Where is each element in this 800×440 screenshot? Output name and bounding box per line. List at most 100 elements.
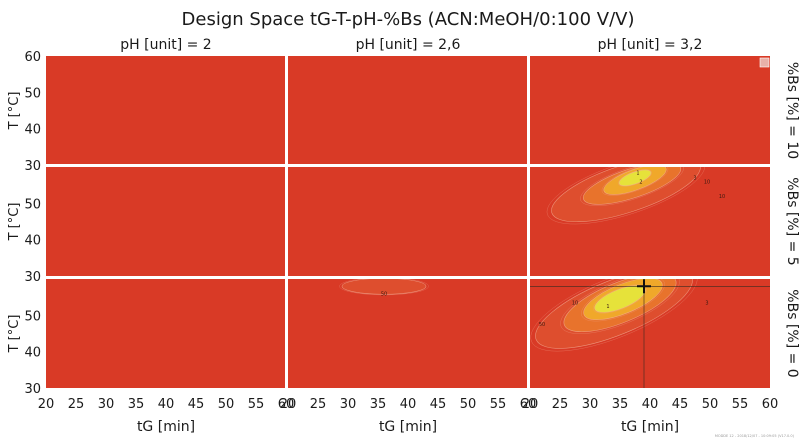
column-label-ph-3-2: pH [unit] = 3,2: [598, 37, 703, 53]
footer-text: MODDE 12 - 2018/12/07 - 10:09:05 (V17.0.…: [715, 434, 795, 438]
panel-background: [530, 56, 770, 165]
contour-ring: [617, 169, 653, 187]
contour-label: 10: [704, 179, 710, 185]
x-tick-label: 45: [188, 397, 205, 412]
x-axis-label: tG [min]: [621, 419, 679, 435]
x-tick-label: 25: [310, 397, 327, 412]
panel-r0-c1: [288, 56, 528, 165]
y-tick-label: 40: [24, 346, 41, 361]
panel-background: [46, 56, 286, 165]
x-axis-label: tG [min]: [137, 419, 195, 435]
design-point-marker: [530, 279, 770, 388]
y-tick-label: 40: [24, 234, 41, 249]
contour-ring: [601, 167, 669, 196]
panel-background: [46, 279, 286, 388]
column-label-ph-2-6: pH [unit] = 2,6: [356, 37, 461, 53]
x-tick-label: 30: [98, 397, 115, 412]
y-axis-label: T [°C]: [7, 92, 22, 131]
contour-ring: [580, 167, 684, 206]
contour-ring: [546, 167, 706, 225]
x-tick-label: 55: [490, 397, 507, 412]
contour-label: 1: [606, 304, 609, 310]
contour-level-1: [618, 169, 652, 187]
x-tick-label: 20: [280, 397, 297, 412]
contour-region-1: 50: [339, 279, 429, 297]
x-tick-label: 35: [128, 397, 145, 412]
x-tick-label: 20: [522, 397, 539, 412]
contour-label: 10: [572, 300, 578, 306]
y-tick-label: 50: [24, 86, 41, 101]
panel-r2-c1: [288, 279, 528, 388]
panel-separator: [46, 164, 770, 167]
x-tick-label: 50: [460, 397, 477, 412]
contour-ring: [530, 279, 698, 352]
x-tick-label: 35: [370, 397, 387, 412]
x-tick-label: 60: [762, 397, 779, 412]
x-tick-label: 45: [430, 397, 447, 412]
x-tick-label: 25: [552, 397, 569, 412]
panel-corner-icon: [759, 57, 770, 68]
panel-background: [46, 167, 286, 276]
x-tick-label: 40: [158, 397, 175, 412]
contour-label: 10: [719, 194, 725, 200]
y-tick-label: 30: [24, 159, 41, 174]
x-tick-label: 30: [340, 397, 357, 412]
contour-ring: [560, 279, 680, 334]
x-tick-label: 60: [278, 397, 295, 412]
contour-label: 3: [693, 176, 696, 182]
x-tick-label: 55: [248, 397, 265, 412]
row-label: %Bs [%] = 5: [784, 177, 800, 265]
panel-separator: [285, 56, 288, 388]
panel-r2-c0: [46, 279, 286, 388]
contour-label: 50: [381, 291, 387, 297]
panel-r1-c1: [288, 167, 528, 276]
y-tick-label: 40: [24, 123, 41, 138]
row-label: %Bs [%] = 10: [784, 62, 800, 159]
x-tick-label: 50: [218, 397, 235, 412]
y-axis-label: T [°C]: [7, 203, 22, 242]
x-tick-label: 30: [582, 397, 599, 412]
contour-label: 1: [636, 170, 639, 176]
marker-cross: [637, 279, 651, 294]
contour-level-50: [341, 279, 427, 295]
contour-ring: [339, 279, 429, 296]
x-tick-label: 35: [612, 397, 629, 412]
row-label: %Bs [%] = 0: [784, 289, 800, 377]
x-tick-label: 55: [732, 397, 749, 412]
contour-region-0: 12 3 10 10: [546, 167, 725, 225]
chart-title: Design Space tG-T-pH-%Bs (ACN:MeOH/0:100…: [182, 9, 635, 30]
y-tick-label: 50: [24, 309, 41, 324]
contour-region-2: 50 10 1 3: [530, 279, 709, 352]
x-tick-label: 25: [68, 397, 85, 412]
panel-r1-c0: [46, 167, 286, 276]
x-tick-label: 45: [672, 397, 689, 412]
x-tick-label: 20: [38, 397, 55, 412]
y-tick-label: 30: [24, 270, 41, 285]
contour-label: 3: [705, 300, 708, 306]
contour-ring: [581, 279, 665, 322]
contour-label: 50: [539, 322, 545, 328]
contour-ring: [592, 284, 648, 314]
panel-separator: [46, 276, 770, 279]
panel-r0-c0: [46, 56, 286, 165]
panel-background: [288, 279, 528, 388]
contour-label: 2: [639, 179, 642, 185]
panel-r0-c2: [530, 56, 770, 165]
y-tick-label: 60: [24, 50, 41, 65]
contour-level-1: [594, 285, 646, 313]
panel-separator: [527, 56, 530, 388]
y-tick-label: 30: [24, 382, 41, 397]
panel-background: [288, 56, 528, 165]
x-tick-label: 50: [702, 397, 719, 412]
x-tick-label: 40: [400, 397, 417, 412]
x-tick-label: 60: [520, 397, 537, 412]
column-label-ph-2: pH [unit] = 2: [120, 37, 211, 53]
y-tick-label: 50: [24, 197, 41, 212]
panel-background: [288, 167, 528, 276]
x-axis-label: tG [min]: [379, 419, 437, 435]
y-axis-label: T [°C]: [7, 315, 22, 354]
x-tick-label: 40: [642, 397, 659, 412]
